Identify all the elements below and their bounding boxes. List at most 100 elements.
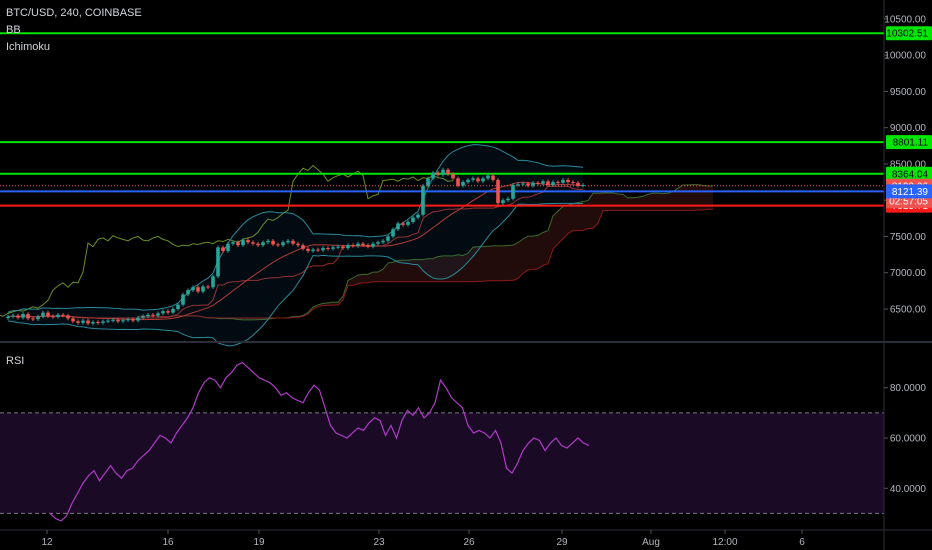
candle-body	[486, 175, 490, 179]
candle-body	[101, 321, 105, 323]
price-axis[interactable]: 6500.007000.007500.008000.008500.009000.…	[884, 14, 926, 315]
candle-body	[226, 243, 230, 251]
candle-body	[391, 229, 395, 237]
candle-body	[436, 172, 440, 175]
candle-body	[311, 249, 315, 251]
candle-body	[211, 276, 215, 288]
candle-body	[366, 245, 370, 247]
candle-body	[496, 179, 500, 204]
candle-body	[131, 319, 135, 321]
candle-body	[206, 286, 210, 288]
rsi-axis[interactable]: 40.0000 60.0000 80.0000	[884, 383, 926, 495]
price-tick-label: 9500.00	[890, 87, 927, 98]
price-tick-label: 7500.00	[890, 232, 927, 243]
candle-body	[46, 312, 50, 317]
rsi-line	[49, 361, 590, 522]
candle-body	[576, 182, 580, 186]
candle-body	[516, 184, 520, 186]
candle-body	[491, 175, 495, 180]
candle-body	[6, 316, 10, 319]
kumo-cloud	[138, 184, 713, 320]
lagging-span-line	[0, 164, 454, 317]
price-tick-label: 8500.00	[890, 159, 927, 170]
candle-body	[241, 240, 245, 246]
candle-body	[181, 294, 185, 305]
time-tick-label: 12	[41, 537, 53, 548]
candle-body	[221, 247, 225, 251]
candle-body	[176, 304, 180, 309]
candle-body	[441, 169, 445, 175]
candle-body	[56, 314, 60, 317]
candle-body	[261, 242, 265, 246]
price-level-tag: 8364.04	[892, 169, 929, 180]
bb-fill	[8, 144, 583, 346]
candle-body	[511, 184, 515, 199]
candle-body	[331, 247, 335, 249]
price-level-tag-bg	[886, 135, 932, 150]
candle-body	[151, 314, 155, 316]
candle-body	[91, 322, 95, 324]
candle-body	[466, 179, 470, 183]
candle-body	[536, 182, 540, 184]
candle-body	[41, 312, 45, 317]
candle-body	[171, 308, 175, 313]
candle-body	[106, 320, 110, 322]
candle-body	[276, 244, 280, 246]
candle-body	[561, 179, 565, 183]
candle-body	[416, 214, 420, 218]
indicator-bb-label[interactable]: BB	[6, 24, 21, 36]
candle-body	[271, 240, 275, 245]
time-tick-label: 6	[799, 537, 805, 548]
price-tick-label: 7000.00	[890, 268, 927, 279]
candle-body	[36, 316, 40, 320]
price-tag: 8121.39	[892, 187, 929, 198]
time-tick-label: 26	[463, 537, 475, 548]
candle-body	[166, 311, 170, 313]
time-tick-label: 23	[373, 537, 385, 548]
candle-body	[186, 290, 190, 295]
time-axis[interactable]: 12 16 19 23 26 29 Aug 12:00 6	[41, 530, 805, 548]
candle-body	[71, 318, 75, 322]
candle-body	[381, 240, 385, 243]
price-tick-label: 10500.00	[884, 14, 926, 25]
bb-lower-band	[7, 202, 584, 347]
price-level-tag: 10302.51	[886, 29, 928, 40]
candle-body	[546, 181, 550, 185]
candle-body	[526, 183, 530, 186]
candle-body	[81, 320, 85, 323]
candle-body	[256, 243, 260, 246]
candle-body	[191, 287, 195, 291]
candle-body	[581, 184, 585, 186]
senkou-span-b-line	[137, 208, 713, 319]
candle-body	[21, 314, 25, 318]
candle-body	[161, 311, 165, 314]
price-tag-bg	[886, 184, 932, 199]
candle-body	[126, 319, 130, 321]
candle-body	[251, 242, 255, 244]
rsi-indicator-label[interactable]: RSI	[6, 355, 25, 367]
candle-body	[471, 178, 475, 180]
candle-body	[51, 316, 55, 318]
indicator-ichimoku-label[interactable]: Ichimoku	[6, 41, 51, 53]
symbol-title[interactable]: BTC/USD, 240, COINBASE	[6, 7, 142, 19]
candle-body	[541, 181, 545, 184]
candle-body	[421, 185, 425, 215]
time-tick-label: 12:00	[712, 537, 737, 548]
candle-body	[401, 223, 405, 225]
candle-body	[336, 246, 340, 248]
candle-body	[426, 178, 430, 186]
candle-body	[201, 286, 205, 292]
candle-body	[121, 320, 125, 322]
candle-body	[556, 182, 560, 184]
candle-body	[16, 315, 20, 318]
candle-body	[396, 223, 400, 230]
candle-body	[291, 240, 295, 244]
candle-body	[116, 319, 120, 322]
candle-body	[236, 242, 240, 246]
candle-body	[316, 249, 320, 251]
price-level-tag-bg	[886, 26, 932, 41]
candle-body	[456, 178, 460, 186]
candles-layer	[6, 167, 585, 326]
rsi-layer	[0, 361, 884, 522]
